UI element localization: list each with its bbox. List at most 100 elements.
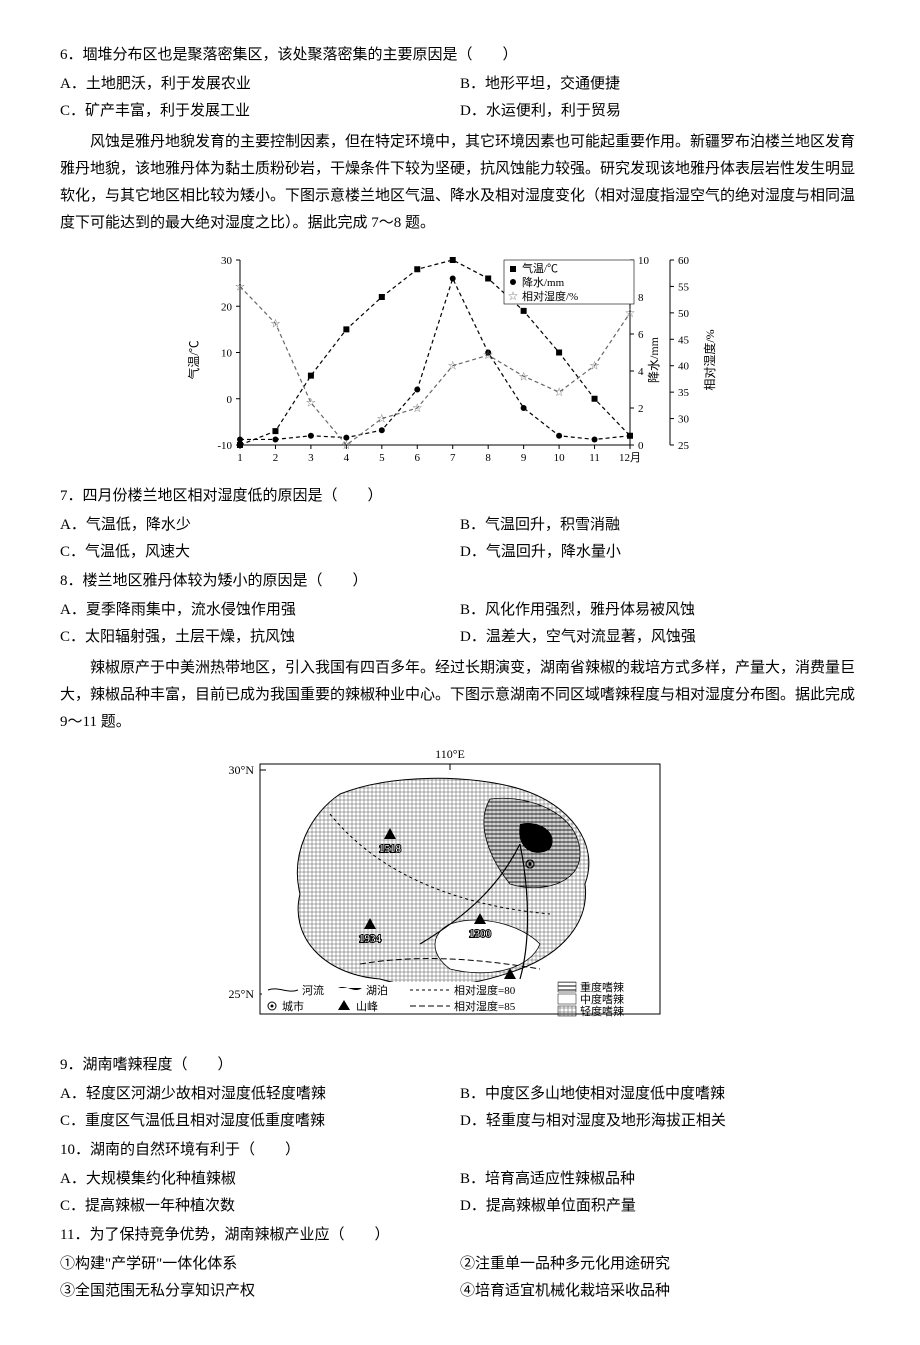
svg-text:气温/℃: 气温/℃: [522, 261, 558, 275]
svg-text:☆: ☆: [508, 289, 519, 303]
svg-text:6: 6: [638, 329, 644, 341]
svg-text:☆: ☆: [554, 385, 565, 399]
q6-opt-d[interactable]: D．水运便利，利于贸易: [460, 98, 860, 125]
chart-loulan: -100102030气温/℃0246810降水/mm25303540455055…: [60, 245, 860, 475]
svg-text:相对湿度=80: 相对湿度=80: [454, 983, 516, 997]
svg-text:25°N: 25°N: [229, 987, 255, 1001]
svg-text:重度嗜辣: 重度嗜辣: [580, 980, 624, 994]
q11-stem: 11．为了保持竞争优势，湖南辣椒产业应（ ）: [60, 1222, 860, 1249]
svg-text:1300: 1300: [469, 928, 492, 940]
q6-stem: 6．堌堆分布区也是聚落密集区，该处聚落密集的主要原因是（ ）: [60, 42, 860, 69]
svg-text:30°N: 30°N: [229, 763, 255, 777]
q11-o1: ①构建"产学研"一体化体系: [60, 1251, 460, 1278]
q8-opt-a[interactable]: A．夏季降雨集中，流水侵蚀作用强: [60, 597, 460, 624]
svg-text:20: 20: [221, 301, 233, 313]
q8-opt-d[interactable]: D．温差大，空气对流显著，风蚀强: [460, 624, 860, 651]
svg-text:0: 0: [638, 440, 644, 452]
q7-opt-d[interactable]: D．气温回升，降水量小: [460, 539, 860, 566]
svg-text:11: 11: [589, 452, 600, 464]
svg-text:中度嗜辣: 中度嗜辣: [580, 992, 624, 1006]
svg-text:☆: ☆: [625, 306, 636, 320]
svg-text:8: 8: [485, 452, 491, 464]
q9-opt-d[interactable]: D．轻重度与相对湿度及地形海拔正相关: [460, 1108, 860, 1135]
svg-text:4: 4: [344, 452, 350, 464]
svg-text:1518: 1518: [379, 843, 402, 855]
svg-text:1934: 1934: [359, 933, 382, 945]
svg-text:30: 30: [678, 414, 690, 426]
q11-o2: ②注重单一品种多元化用途研究: [460, 1251, 860, 1278]
svg-text:-10: -10: [217, 440, 232, 452]
q7-stem: 7．四月份楼兰地区相对湿度低的原因是（ ）: [60, 483, 860, 510]
q9-opt-a[interactable]: A．轻度区河湖少故相对湿度低轻度嗜辣: [60, 1081, 460, 1108]
q8-opt-c[interactable]: C．太阳辐射强，土层干燥，抗风蚀: [60, 624, 460, 651]
q10-opt-a[interactable]: A．大规模集约化种植辣椒: [60, 1166, 460, 1193]
q9-opt-b[interactable]: B．中度区多山地使相对湿度低中度嗜辣: [460, 1081, 860, 1108]
q6-opt-b[interactable]: B．地形平坦，交通便捷: [460, 71, 860, 98]
svg-text:45: 45: [678, 334, 690, 346]
svg-text:60: 60: [678, 255, 690, 267]
q7-options: A．气温低，降水少 B．气温回升，积雪消融 C．气温低，风速大 D．气温回升，降…: [60, 512, 860, 566]
svg-text:4: 4: [638, 366, 644, 378]
q7-opt-a[interactable]: A．气温低，降水少: [60, 512, 460, 539]
svg-text:☆: ☆: [270, 316, 281, 330]
svg-text:相对湿度/%: 相对湿度/%: [522, 289, 578, 303]
svg-text:☆: ☆: [341, 438, 352, 452]
svg-text:7: 7: [450, 452, 456, 464]
svg-text:河流: 河流: [302, 983, 324, 997]
svg-text:40: 40: [678, 361, 690, 373]
q6-options: A．土地肥沃，利于发展农业 B．地形平坦，交通便捷 C．矿产丰富，利于发展工业 …: [60, 71, 860, 125]
svg-text:8: 8: [638, 292, 644, 304]
svg-text:☆: ☆: [412, 401, 423, 415]
svg-text:12月: 12月: [619, 452, 641, 464]
svg-text:10: 10: [638, 255, 650, 267]
svg-text:10: 10: [221, 348, 233, 360]
svg-text:☆: ☆: [518, 369, 529, 383]
svg-text:35: 35: [678, 387, 690, 399]
q6-opt-c[interactable]: C．矿产丰富，利于发展工业: [60, 98, 460, 125]
svg-text:55: 55: [678, 281, 690, 293]
svg-text:降水/mm: 降水/mm: [522, 275, 565, 289]
q11-o3: ③全国范围无私分享知识产权: [60, 1278, 460, 1305]
q11-options: ①构建"产学研"一体化体系 ②注重单一品种多元化用途研究 ③全国范围无私分享知识…: [60, 1251, 860, 1305]
q11-o4: ④培育适宜机械化栽培采收品种: [460, 1278, 860, 1305]
q10-opt-c[interactable]: C．提高辣椒一年种植次数: [60, 1193, 460, 1220]
q7-opt-c[interactable]: C．气温低，风速大: [60, 539, 460, 566]
svg-text:25: 25: [678, 440, 690, 452]
svg-text:110°E: 110°E: [435, 747, 465, 761]
svg-text:城市: 城市: [282, 999, 304, 1013]
svg-text:相对湿度/%: 相对湿度/%: [702, 329, 717, 390]
q7-opt-b[interactable]: B．气温回升，积雪消融: [460, 512, 860, 539]
svg-text:☆: ☆: [306, 396, 317, 410]
q10-opt-b[interactable]: B．培育高适应性辣椒品种: [460, 1166, 860, 1193]
svg-text:2: 2: [273, 452, 279, 464]
svg-text:3: 3: [308, 452, 314, 464]
svg-text:50: 50: [678, 308, 690, 320]
q8-options: A．夏季降雨集中，流水侵蚀作用强 B．风化作用强烈，雅丹体易被风蚀 C．太阳辐射…: [60, 597, 860, 651]
q9-stem: 9．湖南嗜辣程度（ ）: [60, 1052, 860, 1079]
svg-text:0: 0: [227, 394, 233, 406]
svg-text:相对湿度=85: 相对湿度=85: [454, 999, 516, 1013]
hunan-map: 110°E30°N25°N1518193413001554河流湖泊城市山峰相对湿…: [60, 744, 860, 1044]
svg-text:2: 2: [638, 403, 644, 415]
svg-text:降水/mm: 降水/mm: [647, 336, 661, 383]
q10-options: A．大规模集约化种植辣椒 B．培育高适应性辣椒品种 C．提高辣椒一年种植次数 D…: [60, 1166, 860, 1220]
q8-opt-b[interactable]: B．风化作用强烈，雅丹体易被风蚀: [460, 597, 860, 624]
q10-stem: 10．湖南的自然环境有利于（ ）: [60, 1137, 860, 1164]
svg-text:山峰: 山峰: [356, 1000, 378, 1013]
svg-text:10: 10: [554, 452, 566, 464]
q10-opt-d[interactable]: D．提高辣椒单位面积产量: [460, 1193, 860, 1220]
svg-text:☆: ☆: [447, 359, 458, 373]
q8-stem: 8．楼兰地区雅丹体较为矮小的原因是（ ）: [60, 568, 860, 595]
q6-opt-a[interactable]: A．土地肥沃，利于发展农业: [60, 71, 460, 98]
svg-text:9: 9: [521, 452, 527, 464]
svg-text:30: 30: [221, 255, 233, 267]
svg-text:☆: ☆: [589, 359, 600, 373]
passage-1: 风蚀是雅丹地貌发育的主要控制因素，但在特定环境中，其它环境因素也可能起重要作用。…: [60, 129, 860, 237]
svg-text:☆: ☆: [376, 412, 387, 426]
q9-opt-c[interactable]: C．重度区气温低且相对湿度低重度嗜辣: [60, 1108, 460, 1135]
svg-text:湖泊: 湖泊: [366, 984, 388, 997]
svg-text:气温/℃: 气温/℃: [186, 340, 201, 379]
passage-2: 辣椒原产于中美洲热带地区，引入我国有四百多年。经过长期演变，湖南省辣椒的栽培方式…: [60, 655, 860, 736]
q9-options: A．轻度区河湖少故相对湿度低轻度嗜辣 B．中度区多山地使相对湿度低中度嗜辣 C．…: [60, 1081, 860, 1135]
svg-text:5: 5: [379, 452, 385, 464]
